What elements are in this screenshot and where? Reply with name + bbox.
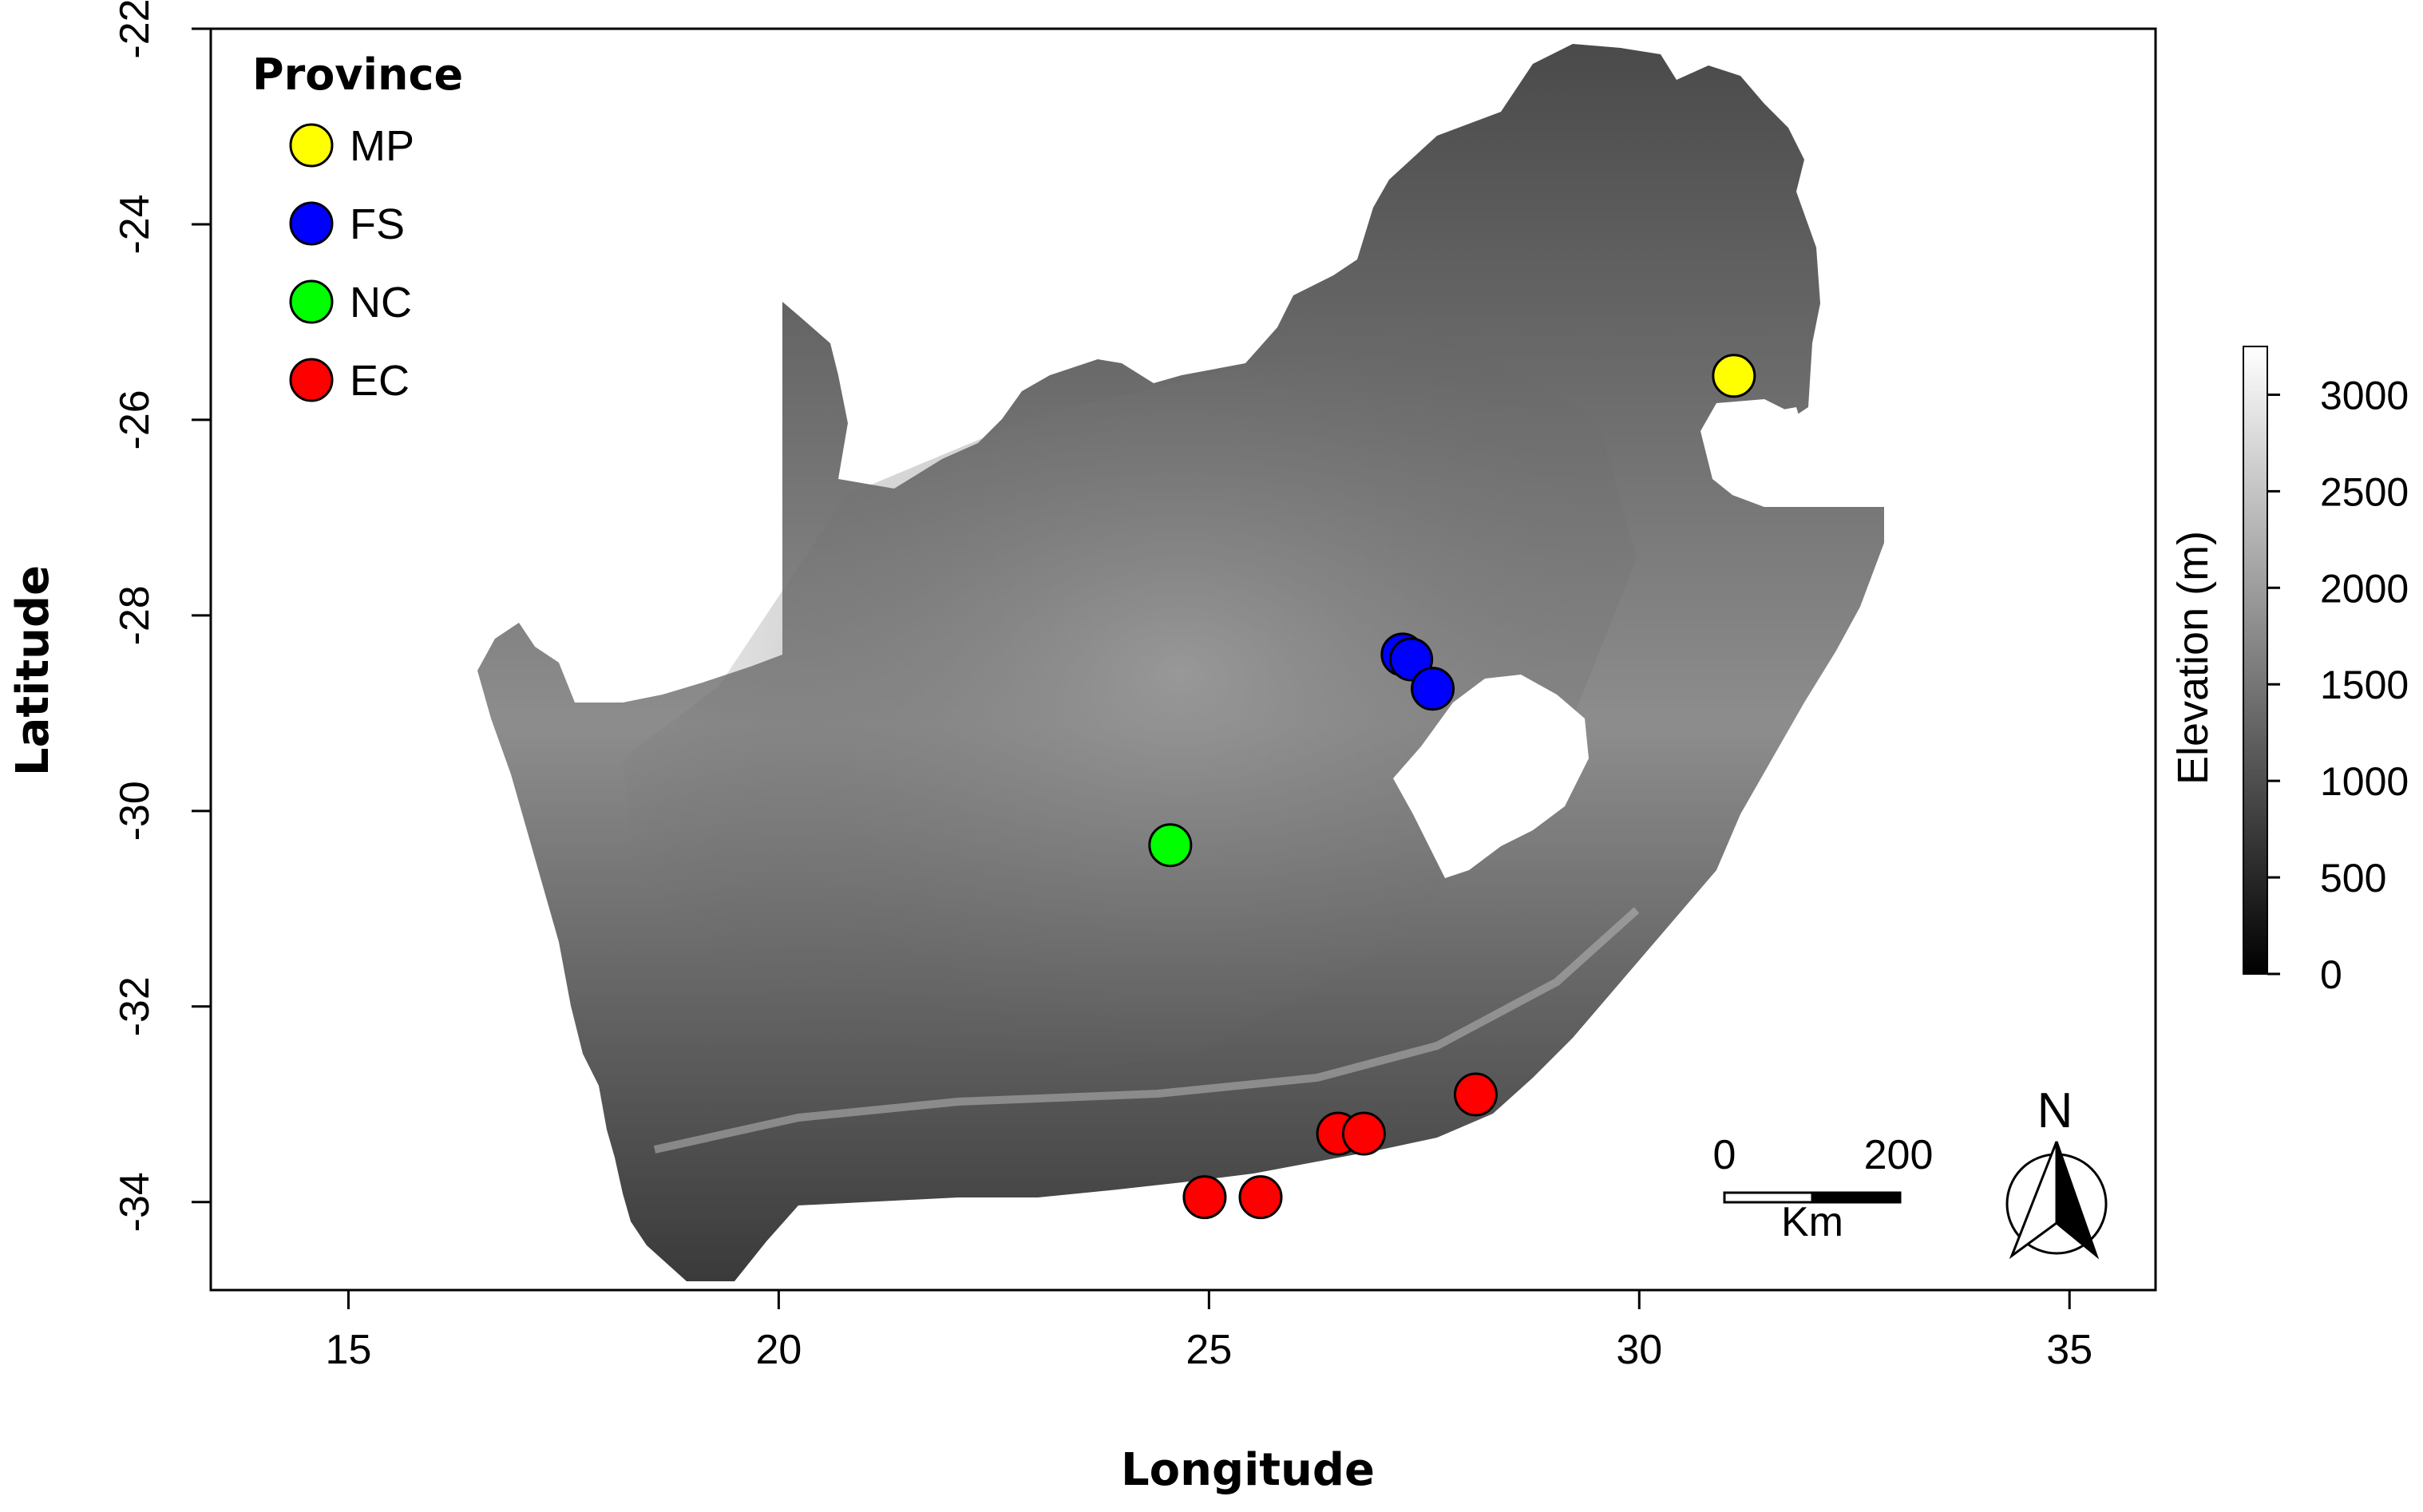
y-tick-label: -30	[112, 781, 158, 841]
site-point-ec	[1453, 1072, 1498, 1117]
x-tick-label: 30	[1616, 1327, 1662, 1373]
legend-title: Province	[252, 49, 463, 100]
colorbar-tick-label: 500	[2320, 856, 2386, 900]
highveld-plateau-shading	[623, 335, 1637, 1086]
site-point-fs	[1389, 637, 1434, 682]
scale-bar-end-label: 200	[1864, 1132, 1934, 1178]
scale-bar: 0 200 Km	[1713, 1132, 1934, 1245]
x-axis: 15 20 25 30 35	[326, 1288, 2092, 1373]
north-arrow-label: N	[2037, 1083, 2073, 1138]
y-tick-label: -22	[112, 0, 158, 59]
site-point-ec	[1238, 1175, 1283, 1220]
colorbar-ticks: 3000 2500 2000 1500 1000 500 0	[2267, 373, 2409, 997]
colorbar-tick-label: 2000	[2320, 566, 2409, 611]
y-tick-label: -28	[112, 585, 158, 645]
colorbar-tick-label: 3000	[2320, 373, 2409, 418]
north-arrow-black-half	[2055, 1141, 2100, 1260]
y-tick-label: -26	[112, 390, 158, 449]
legend-items: MP FS NC EC	[289, 122, 414, 405]
great-escarpment-ridge	[653, 907, 1640, 1154]
colorbar-title: Elevation (m)	[2169, 531, 2217, 785]
lesotho-highlands	[1393, 675, 1589, 878]
scale-bar-black-segment	[1811, 1191, 1902, 1204]
eswatini-highlands	[1712, 407, 1812, 507]
colorbar-tick-label: 1000	[2320, 759, 2409, 804]
legend-label-mp: MP	[350, 122, 414, 170]
colorbar-tick-label: 1500	[2320, 663, 2409, 707]
colorbar: 3000 2500 2000 1500 1000 500 0 Elevation (m)	[2169, 346, 2409, 997]
colorbar-tick-label: 0	[2320, 952, 2342, 997]
x-tick-label: 15	[326, 1327, 372, 1373]
site-point-mp	[1712, 354, 1756, 398]
site-point-nc	[1148, 823, 1193, 868]
scale-bar-start-label: 0	[1713, 1132, 1736, 1178]
y-tick-label: -34	[112, 1172, 158, 1232]
north-arrow: N	[2005, 1083, 2108, 1260]
y-tick-label: -32	[112, 976, 158, 1036]
site-point-fs	[1411, 667, 1455, 711]
legend-marker-mp	[289, 123, 334, 168]
site-points	[1148, 354, 1756, 1220]
scale-bar-unit-label: Km	[1781, 1199, 1843, 1245]
legend-label-nc: NC	[350, 279, 412, 327]
legend: Province MP FS NC EC	[252, 49, 463, 405]
legend-marker-ec	[289, 358, 334, 402]
colorbar-tick-label: 2500	[2320, 469, 2409, 514]
site-point-ec	[1182, 1175, 1227, 1220]
legend-label-ec: EC	[350, 357, 410, 405]
y-tick-label: -24	[112, 194, 158, 254]
elevation-raster	[477, 44, 1884, 1281]
legend-label-fs: FS	[350, 200, 405, 248]
legend-marker-fs	[289, 201, 334, 246]
y-axis-title: Latitude	[7, 565, 59, 776]
y-axis: -22 -24 -26 -28 -30 -32 -34	[112, 0, 212, 1232]
x-tick-label: 25	[1186, 1327, 1232, 1373]
x-tick-label: 35	[2046, 1327, 2092, 1373]
x-axis-title: Longitude	[1121, 1444, 1375, 1496]
site-point-ec	[1341, 1111, 1386, 1156]
colorbar-gradient	[2243, 346, 2268, 975]
x-tick-label: 20	[755, 1327, 802, 1373]
legend-marker-nc	[289, 279, 334, 324]
